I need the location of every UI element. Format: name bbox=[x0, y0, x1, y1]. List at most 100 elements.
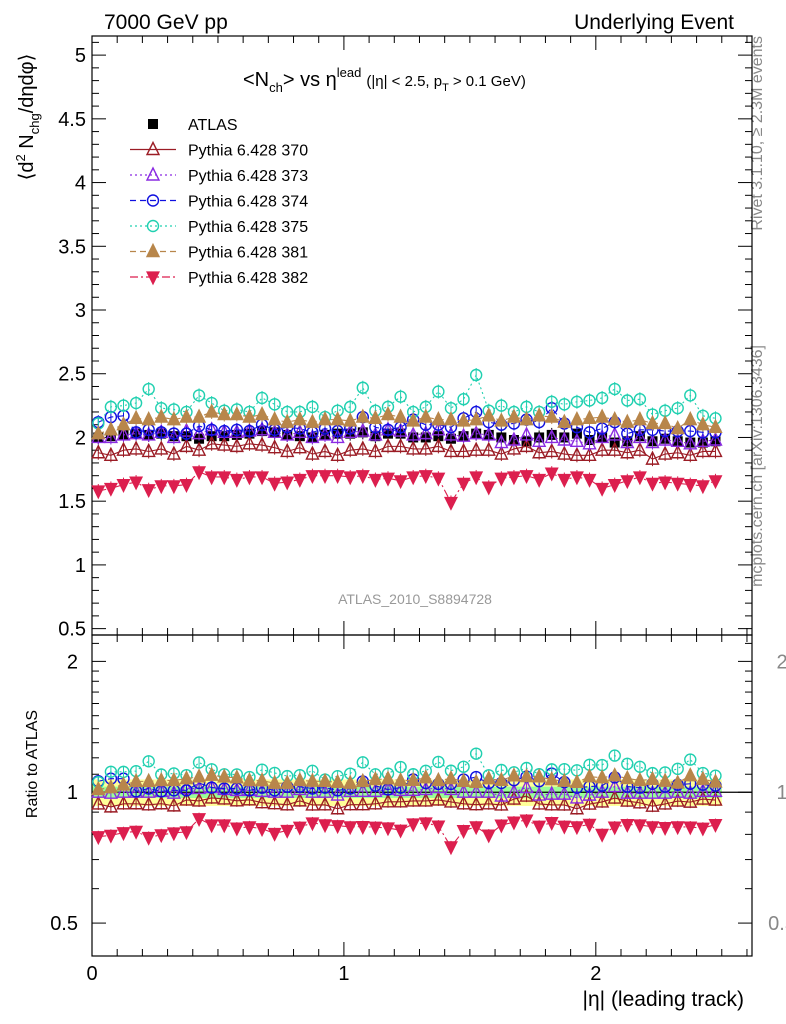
ratio-point bbox=[292, 771, 307, 787]
ratio-point bbox=[218, 782, 231, 795]
ratio-point bbox=[645, 770, 660, 785]
ratio-point bbox=[506, 790, 522, 805]
y-tick-label: 4.5 bbox=[58, 109, 86, 131]
ratio-point bbox=[695, 770, 711, 785]
ratio-series-line bbox=[98, 795, 716, 810]
data-point bbox=[91, 425, 106, 440]
legend-entry: ATLAS bbox=[148, 117, 238, 134]
data-point bbox=[255, 391, 269, 405]
data-point bbox=[494, 412, 509, 427]
data-point bbox=[330, 470, 345, 485]
ratio-point bbox=[607, 821, 622, 836]
data-point bbox=[242, 408, 257, 423]
data-point bbox=[254, 436, 270, 451]
data-point bbox=[280, 426, 295, 441]
legend-label: Pythia 6.428 370 bbox=[188, 143, 308, 160]
data-point bbox=[532, 444, 547, 459]
data-point bbox=[179, 408, 194, 423]
data-point bbox=[141, 442, 156, 458]
data-point bbox=[594, 408, 610, 423]
ratio-point bbox=[469, 796, 484, 811]
ratio-point bbox=[519, 778, 534, 794]
ratio-point bbox=[695, 822, 710, 837]
ratio-point bbox=[431, 791, 446, 806]
data-point bbox=[695, 416, 711, 431]
ratio-point bbox=[116, 795, 131, 810]
ratio-point bbox=[141, 772, 156, 788]
ratio-point bbox=[645, 784, 660, 799]
data-point bbox=[695, 480, 710, 495]
ratio-point bbox=[519, 768, 534, 783]
data-point bbox=[116, 426, 131, 441]
data-point bbox=[154, 440, 169, 455]
data-point bbox=[217, 405, 232, 421]
data-point bbox=[406, 440, 421, 455]
ratio-point bbox=[330, 800, 345, 815]
data-point bbox=[343, 423, 358, 439]
ratio-point bbox=[305, 796, 320, 811]
ratio-point bbox=[418, 792, 433, 807]
ratio-point bbox=[192, 756, 206, 769]
ratio-point bbox=[103, 829, 118, 844]
data-point bbox=[569, 411, 585, 426]
ratio-point bbox=[356, 756, 370, 769]
ratio-point bbox=[141, 831, 156, 846]
data-point bbox=[481, 407, 496, 422]
ratio-point bbox=[594, 793, 610, 808]
data-point bbox=[305, 413, 320, 428]
data-point bbox=[292, 473, 307, 488]
data-point bbox=[708, 475, 723, 490]
ratio-point bbox=[469, 821, 484, 836]
ratio-point bbox=[292, 792, 307, 807]
data-point bbox=[607, 426, 622, 441]
ratio-point bbox=[129, 825, 144, 840]
ratio-point bbox=[456, 772, 471, 787]
legend-entry: Pythia 6.428 370 bbox=[130, 140, 308, 160]
ratio-point bbox=[179, 770, 194, 785]
ratio-point bbox=[457, 760, 470, 773]
ratio-point bbox=[280, 774, 295, 789]
ratio-point bbox=[557, 772, 572, 787]
ratio-point bbox=[104, 765, 118, 778]
data-point bbox=[583, 426, 596, 439]
data-point bbox=[469, 441, 484, 456]
data-point bbox=[180, 427, 193, 440]
data-point bbox=[607, 411, 622, 426]
data-point bbox=[393, 422, 408, 437]
data-point bbox=[658, 476, 673, 491]
ratio-point bbox=[582, 818, 597, 833]
data-point bbox=[141, 484, 156, 499]
data-point bbox=[443, 496, 458, 511]
data-point bbox=[166, 428, 182, 444]
data-point bbox=[330, 446, 345, 461]
data-point bbox=[557, 445, 572, 460]
ratio-point bbox=[607, 767, 622, 782]
ratio-point bbox=[204, 766, 219, 781]
x-tick-label: 2 bbox=[590, 963, 601, 985]
data-point bbox=[418, 425, 433, 440]
data-point bbox=[229, 437, 244, 453]
data-point bbox=[166, 480, 181, 495]
ratio-point bbox=[431, 779, 446, 794]
ratio-point bbox=[393, 824, 408, 839]
data-series bbox=[91, 368, 723, 856]
ratio-point bbox=[670, 792, 685, 807]
ratio-point bbox=[142, 755, 155, 768]
ratio-point bbox=[217, 768, 232, 783]
data-point bbox=[406, 471, 421, 486]
data-point bbox=[569, 446, 585, 461]
data-point bbox=[607, 441, 622, 456]
ratio-point bbox=[154, 771, 169, 787]
data-point bbox=[519, 411, 534, 426]
data-point bbox=[620, 433, 635, 449]
title-part-b: > vs η bbox=[283, 69, 337, 91]
data-point bbox=[657, 445, 673, 460]
ratio-tick-label-right: 2 bbox=[776, 651, 786, 673]
ratio-point bbox=[355, 782, 370, 798]
data-point bbox=[393, 475, 408, 490]
legend-label: Pythia 6.428 374 bbox=[188, 194, 308, 211]
ratio-point bbox=[684, 753, 697, 766]
data-point bbox=[406, 412, 421, 427]
y-tick-label: 2 bbox=[75, 427, 86, 449]
data-point bbox=[368, 473, 383, 488]
